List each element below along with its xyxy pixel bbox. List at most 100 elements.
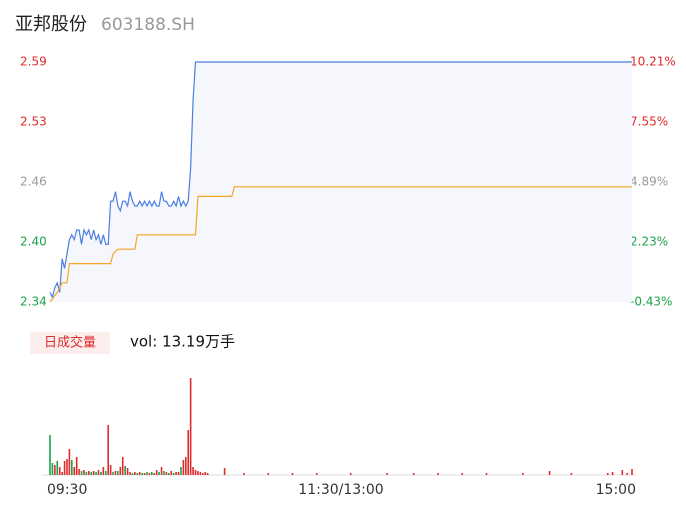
volume-bar: [315, 473, 318, 475]
volume-bar: [626, 473, 628, 475]
y-tick-label: 2.34: [20, 295, 47, 309]
volume-bar: [461, 473, 464, 475]
volume-bar: [168, 473, 170, 475]
volume-bar: [192, 467, 194, 475]
volume-bar: [153, 473, 156, 475]
price-line: [49, 186, 632, 303]
volume-bar: [185, 457, 187, 475]
volume-bar: [201, 473, 204, 475]
y-tick-label: 2.40: [20, 235, 47, 249]
volume-bar: [138, 472, 141, 475]
volume-bar: [177, 472, 180, 475]
volume-bar: [119, 467, 122, 475]
y-tick-label: 2.59: [20, 55, 47, 69]
volume-bar: [56, 461, 59, 475]
volume-bar: [49, 435, 51, 475]
volume-bar: [143, 473, 146, 475]
volume-bar: [58, 467, 61, 475]
volume-bar: [631, 469, 633, 475]
volume-bar: [548, 471, 551, 475]
price-area: [50, 62, 632, 302]
volume-bar: [136, 473, 139, 475]
y2-tick-label: 10.21%: [630, 55, 676, 69]
volume-bar: [146, 472, 148, 475]
volume-bar: [187, 430, 190, 475]
volume-bar: [611, 472, 614, 475]
volume-bar: [121, 457, 124, 475]
volume-bar: [134, 472, 136, 475]
volume-bar: [170, 471, 173, 475]
volume-bar: [61, 472, 63, 475]
y2-tick-label: -0.43%: [630, 295, 672, 309]
volume-bar: [85, 472, 88, 475]
volume-bar: [267, 473, 270, 475]
stock-name: 亚邦股份: [15, 14, 87, 35]
volume-bar: [485, 473, 488, 475]
y2-tick-label: 7.55%: [630, 115, 668, 129]
volume-bar: [92, 471, 95, 475]
x-tick-label: 09:30: [47, 482, 87, 498]
volume-bar: [204, 472, 206, 475]
volume-bar: [165, 472, 168, 475]
volume-bar: [148, 473, 151, 475]
volume-bar: [104, 471, 107, 475]
volume-bar: [88, 471, 90, 475]
volume-bar: [158, 472, 160, 475]
volume-bar: [97, 470, 100, 475]
x-tick-label: 11:30/13:00: [298, 482, 383, 498]
volume-bar: [194, 470, 197, 475]
volume-bar: [291, 473, 294, 475]
volume-bar: [129, 472, 131, 475]
volume-bar: [83, 470, 85, 475]
volume-bar: [68, 449, 71, 475]
stock-code: 603188.SH: [101, 15, 195, 35]
volume-bar: [63, 461, 66, 475]
price-line: [49, 61, 632, 299]
volume-bar: [349, 473, 352, 475]
volume-bar: [54, 465, 56, 475]
volume-bar: [163, 471, 165, 475]
y-tick-label: 2.53: [20, 115, 47, 129]
volume-bar: [114, 471, 117, 475]
volume-bar: [621, 470, 624, 475]
volume-bar: [141, 473, 143, 475]
volume-bar: [95, 472, 97, 475]
volume-bar: [107, 425, 109, 475]
volume-bar: [155, 470, 158, 475]
volume-bar: [180, 467, 182, 475]
volume-bar: [412, 473, 415, 475]
volume-bar: [66, 459, 68, 475]
y2-tick-label: 4.89%: [630, 175, 668, 189]
volume-bar: [80, 471, 83, 475]
volume-bar: [75, 457, 78, 475]
volume-bar: [182, 460, 185, 475]
y2-tick-label: 2.23%: [630, 235, 668, 249]
volume-bar: [51, 463, 54, 475]
volume-bar: [126, 468, 129, 475]
volume-bar: [124, 466, 126, 475]
panel-label-box: [30, 332, 110, 354]
volume-bar: [223, 468, 226, 475]
volume-bar: [71, 460, 73, 475]
volume-text: vol: 13.19万手: [130, 333, 235, 351]
volume-bar: [570, 473, 573, 475]
x-tick-label: 15:00: [596, 482, 636, 498]
volume-bar: [189, 378, 192, 475]
volume-bar: [437, 473, 439, 475]
volume-bar: [90, 472, 93, 475]
volume-bar: [117, 471, 119, 475]
panel-label: 日成交量: [44, 335, 96, 351]
volume-bar: [109, 465, 112, 475]
volume-bar: [73, 467, 76, 475]
volume-bar: [175, 472, 177, 475]
volume-bar: [78, 469, 80, 475]
volume-bar: [197, 471, 199, 475]
volume-bar: [100, 472, 102, 475]
volume-bar: [206, 473, 209, 475]
volume-bar: [172, 473, 175, 475]
volume-bar: [102, 467, 105, 475]
volume-bar: [606, 473, 609, 475]
volume-bar: [112, 472, 114, 475]
volume-bar: [131, 473, 134, 475]
